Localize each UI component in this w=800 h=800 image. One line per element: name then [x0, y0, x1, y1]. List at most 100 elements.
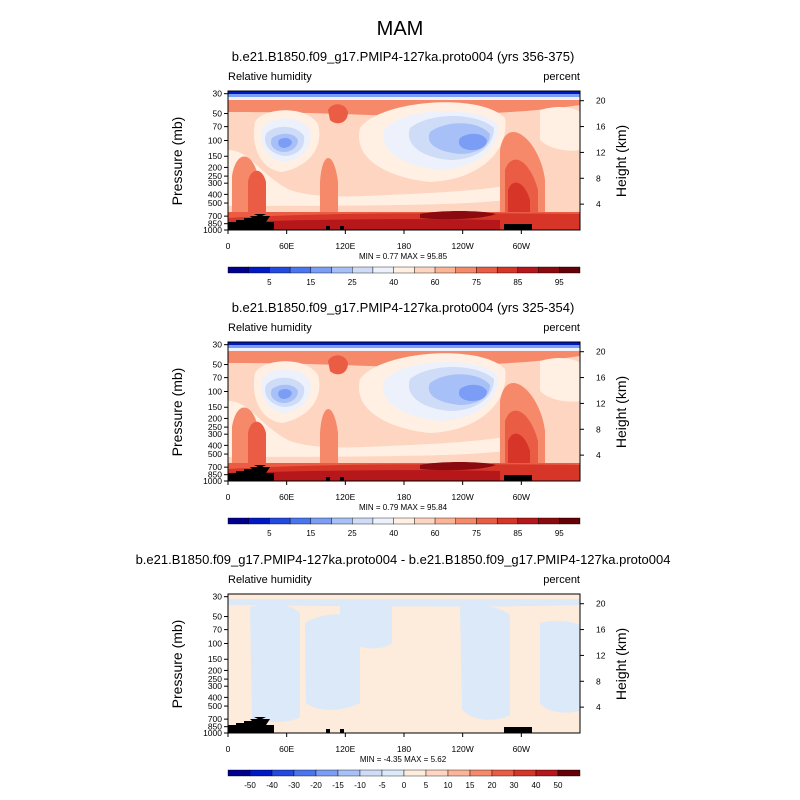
pressure-tick-label: 400 [208, 440, 222, 450]
height-tick-label: 8 [596, 676, 601, 686]
longitude-tick-label: 60E [279, 241, 294, 251]
pressure-tick-label: 250 [208, 422, 222, 432]
colorbar-swatch [269, 517, 291, 525]
colorbar-label: 15 [306, 278, 315, 287]
longitude-tick-label: 0 [226, 744, 231, 754]
negative-region [228, 599, 580, 607]
colorbar-swatch [331, 266, 353, 274]
variable-label: Relative humidity [228, 71, 312, 83]
pressure-tick-label: 200 [208, 413, 222, 423]
longitude-tick-label: 180 [397, 241, 411, 251]
colorbar-swatch [535, 769, 559, 777]
negative-region [540, 620, 580, 713]
dry-east [540, 357, 580, 402]
height-tick-label: 16 [596, 122, 606, 132]
pressure-tick-label: 150 [208, 151, 222, 161]
pressure-tick-label: 30 [213, 592, 223, 602]
colorbar-swatch [476, 266, 498, 274]
colorbar-swatch [352, 517, 374, 525]
pressure-tick-label: 700 [208, 462, 222, 472]
colorbar-label: 30 [510, 781, 519, 790]
topography-mask [326, 226, 330, 230]
pressure-tick-label: 500 [208, 449, 222, 459]
topography-mask [340, 729, 344, 733]
colorbar-label: -20 [310, 781, 322, 790]
longitude-tick-label: 60E [279, 492, 294, 502]
pressure-tick-label: 700 [208, 714, 222, 724]
colorbar-swatch [496, 517, 519, 525]
pressure-tick-label: 200 [208, 162, 222, 172]
colorbar-label: -15 [332, 781, 344, 790]
dry-lobe-sh [278, 137, 292, 148]
moist-column [328, 104, 348, 124]
height-tick-label: 12 [596, 650, 606, 660]
colorbar-label: 25 [348, 529, 357, 538]
colorbar-swatch [248, 266, 270, 274]
colorbar-swatch [393, 266, 415, 274]
colorbar-swatch [403, 769, 427, 777]
colorbar-swatch [455, 517, 477, 525]
colorbar-swatch [289, 517, 312, 525]
longitude-tick-label: 0 [226, 241, 231, 251]
colorbar-label: 5 [424, 781, 429, 790]
colorbar-label: 75 [472, 529, 481, 538]
colorbar-label: 50 [554, 781, 563, 790]
colorbar-swatch [434, 266, 456, 274]
topography-mask [504, 475, 532, 481]
pressure-axis-label: Pressure (mb) [169, 117, 185, 206]
height-tick-label: 8 [596, 173, 601, 183]
pressure-tick-label: 850 [208, 722, 222, 732]
pressure-tick-label: 50 [213, 109, 223, 119]
colorbar-label: 15 [306, 529, 315, 538]
colorbar-label: 60 [431, 529, 440, 538]
colorbar-label: -30 [288, 781, 300, 790]
units-label: percent [543, 71, 580, 83]
panel-title: b.e21.B1850.f09_g17.PMIP4-127ka.proto004… [136, 552, 671, 567]
colorbar-swatch [249, 769, 273, 777]
longitude-tick-label: 120E [335, 241, 355, 251]
pressure-tick-label: 200 [208, 665, 222, 675]
colorbar-label: 85 [513, 278, 522, 287]
pressure-tick-label: 300 [208, 681, 222, 691]
boundary-layer [228, 219, 500, 230]
colorbar-swatch [381, 769, 405, 777]
pressure-tick-label: 300 [208, 429, 222, 439]
pressure-tick-label: 100 [208, 386, 222, 396]
height-tick-label: 20 [596, 96, 606, 106]
units-label: percent [543, 322, 580, 334]
colorbar-swatch [227, 517, 249, 525]
colorbar-label: 40 [389, 278, 398, 287]
colorbar-label: 5 [267, 278, 272, 287]
min-max-readout: MIN = 0.79 MAX = 95.84 [359, 503, 448, 512]
colorbar-swatch [414, 517, 436, 525]
topography-mask [504, 224, 532, 230]
pressure-tick-label: 30 [213, 89, 223, 99]
colorbar-swatch [248, 517, 270, 525]
longitude-tick-label: 120E [335, 492, 355, 502]
colorbar-label: -5 [378, 781, 386, 790]
colorbar-label: 5 [267, 529, 272, 538]
panel-1: b.e21.B1850.f09_g17.PMIP4-127ka.proto004… [169, 49, 629, 287]
colorbar-swatch [227, 769, 251, 777]
pressure-axis-label: Pressure (mb) [169, 368, 185, 457]
colorbar-swatch [372, 517, 394, 525]
colorbar-label: 95 [555, 529, 564, 538]
longitude-tick-label: 120W [452, 492, 474, 502]
colorbar-swatch [414, 266, 436, 274]
colorbar-label: 15 [466, 781, 475, 790]
pressure-tick-label: 500 [208, 198, 222, 208]
colorbar-swatch [538, 517, 560, 525]
colorbar-swatch [271, 769, 295, 777]
colorbar-label: 0 [402, 781, 407, 790]
dry-lobe-nh [458, 133, 487, 150]
height-tick-label: 12 [596, 147, 606, 157]
negative-region [250, 604, 300, 722]
pressure-tick-label: 850 [208, 470, 222, 480]
contour-field [228, 91, 580, 230]
pressure-tick-label: 70 [213, 122, 223, 132]
colorbar-label: 75 [472, 278, 481, 287]
topography-mask [326, 729, 330, 733]
panel-2: b.e21.B1850.f09_g17.PMIP4-127ka.proto004… [169, 300, 629, 538]
colorbar-swatch [513, 769, 537, 777]
